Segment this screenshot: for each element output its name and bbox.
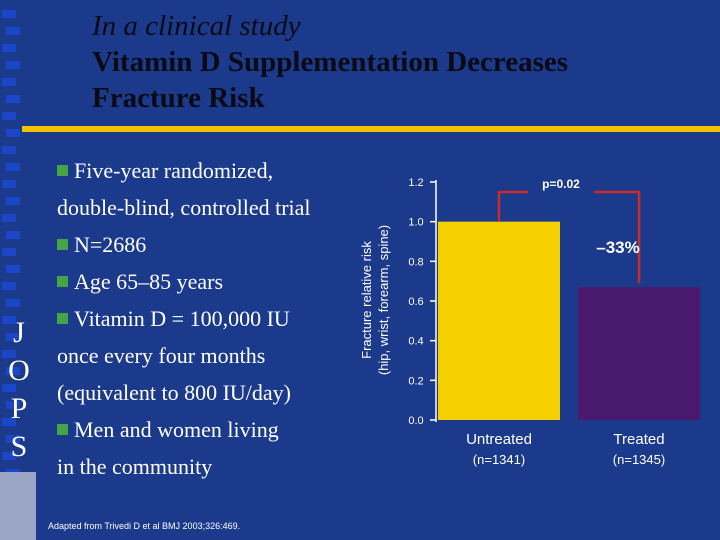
side-letter: S <box>10 430 28 463</box>
y-tick-label: 0.6 <box>408 296 423 308</box>
bullet-text: N=2686 <box>74 232 147 257</box>
bullet-list: Five-year randomized, double-blind, cont… <box>57 152 357 485</box>
category-sublabel: (n=1341) <box>473 452 525 467</box>
y-axis-ticks: 0.0 0.2 0.4 0.6 0.8 1.0 1.2 <box>408 177 436 427</box>
decorative-square <box>6 401 20 409</box>
y-axis-label-line-1: Fracture relative risk <box>359 241 374 359</box>
bullet-continuation: (equivalent to 800 IU/day) <box>57 374 357 411</box>
bullet-text: (equivalent to 800 IU/day) <box>57 380 291 405</box>
decorative-square <box>6 129 20 137</box>
decorative-square <box>6 299 20 307</box>
side-letter: P <box>10 392 28 425</box>
y-tick-label: 1.0 <box>408 217 423 229</box>
bullet-square-icon <box>57 313 68 325</box>
bullet-item: Men and women living <box>57 411 357 448</box>
decorative-square <box>6 197 20 205</box>
decorative-square <box>6 367 20 375</box>
title-line-1: In a clinical study <box>92 10 301 42</box>
decorative-square <box>6 231 20 239</box>
journal-logo <box>0 472 36 540</box>
side-letters: J O P S <box>4 314 34 466</box>
bullet-square-icon <box>57 165 68 177</box>
bullet-square-icon <box>57 239 68 251</box>
decorative-square <box>6 333 20 341</box>
decorative-square <box>6 27 20 35</box>
slide-title: In a clinical study Vitamin D Supplement… <box>92 8 712 116</box>
reduction-label: –33% <box>596 238 639 257</box>
y-tick-label: 0.2 <box>408 375 423 387</box>
title-line-3: Fracture Risk <box>92 82 265 114</box>
bar-treated <box>578 287 700 420</box>
pvalue-backdrop <box>528 174 594 194</box>
bullet-text: Men and women living <box>74 417 279 442</box>
decorative-square <box>2 350 16 358</box>
title-underline <box>22 126 720 132</box>
decorative-square <box>6 265 20 273</box>
pvalue-label: p=0.02 <box>542 177 580 191</box>
annotations: p=0.02 –33% <box>497 174 641 284</box>
y-tick-label: 0.0 <box>408 415 423 427</box>
decorative-square <box>2 418 16 426</box>
side-letter: O <box>8 354 30 387</box>
bullet-continuation: double-blind, controlled trial <box>57 189 357 226</box>
bullet-text: once every four months <box>57 343 266 368</box>
bullet-continuation: in the community <box>57 448 357 485</box>
category-label: Treated <box>613 431 664 448</box>
bullet-square-icon <box>57 424 68 436</box>
bullet-continuation: once every four months <box>57 337 357 374</box>
citation: Adapted from Trivedi D et al BMJ 2003;32… <box>48 521 241 531</box>
bullet-square-icon <box>57 276 68 288</box>
decorative-square <box>2 316 16 324</box>
decorative-square <box>2 78 16 86</box>
side-letter: J <box>13 316 25 349</box>
decorative-square <box>2 44 16 52</box>
y-tick-label: 1.2 <box>408 177 423 189</box>
decorative-square <box>2 384 16 392</box>
bullet-text: in the community <box>57 454 213 479</box>
title-line-2: Vitamin D Supplementation Decreases <box>92 46 569 78</box>
bar-untreated <box>438 221 560 420</box>
decorative-square <box>6 95 20 103</box>
bullet-item: Age 65–85 years <box>57 263 357 300</box>
decorative-square <box>2 248 16 256</box>
decorative-square <box>2 214 16 222</box>
bullet-text: Age 65–85 years <box>74 269 224 294</box>
decorative-square <box>2 112 16 120</box>
bullet-text: Vitamin D = 100,000 IU <box>74 306 290 331</box>
bullet-item: Vitamin D = 100,000 IU <box>57 300 357 337</box>
bullet-item: Five-year randomized, <box>57 152 357 189</box>
decorative-square <box>2 452 16 460</box>
bars <box>438 221 700 420</box>
decorative-square <box>6 163 20 171</box>
y-tick-label: 0.4 <box>408 336 423 348</box>
y-axis-label-line-2: (hip, wrist, forearm, spine) <box>376 225 391 375</box>
decorative-square <box>2 180 16 188</box>
bullet-text: double-blind, controlled trial <box>57 195 311 220</box>
decorative-square <box>2 146 16 154</box>
category-label: Untreated <box>466 431 532 448</box>
decorative-square <box>6 61 20 69</box>
bullet-item: N=2686 <box>57 226 357 263</box>
bullet-text: Five-year randomized, <box>74 158 274 183</box>
category-labels: Untreated (n=1341) Treated (n=1345) <box>466 431 665 467</box>
decorative-square <box>2 10 16 18</box>
y-tick-label: 0.8 <box>408 256 423 268</box>
decorative-square <box>6 435 20 443</box>
category-sublabel: (n=1345) <box>613 452 665 467</box>
decorative-square <box>2 282 16 290</box>
